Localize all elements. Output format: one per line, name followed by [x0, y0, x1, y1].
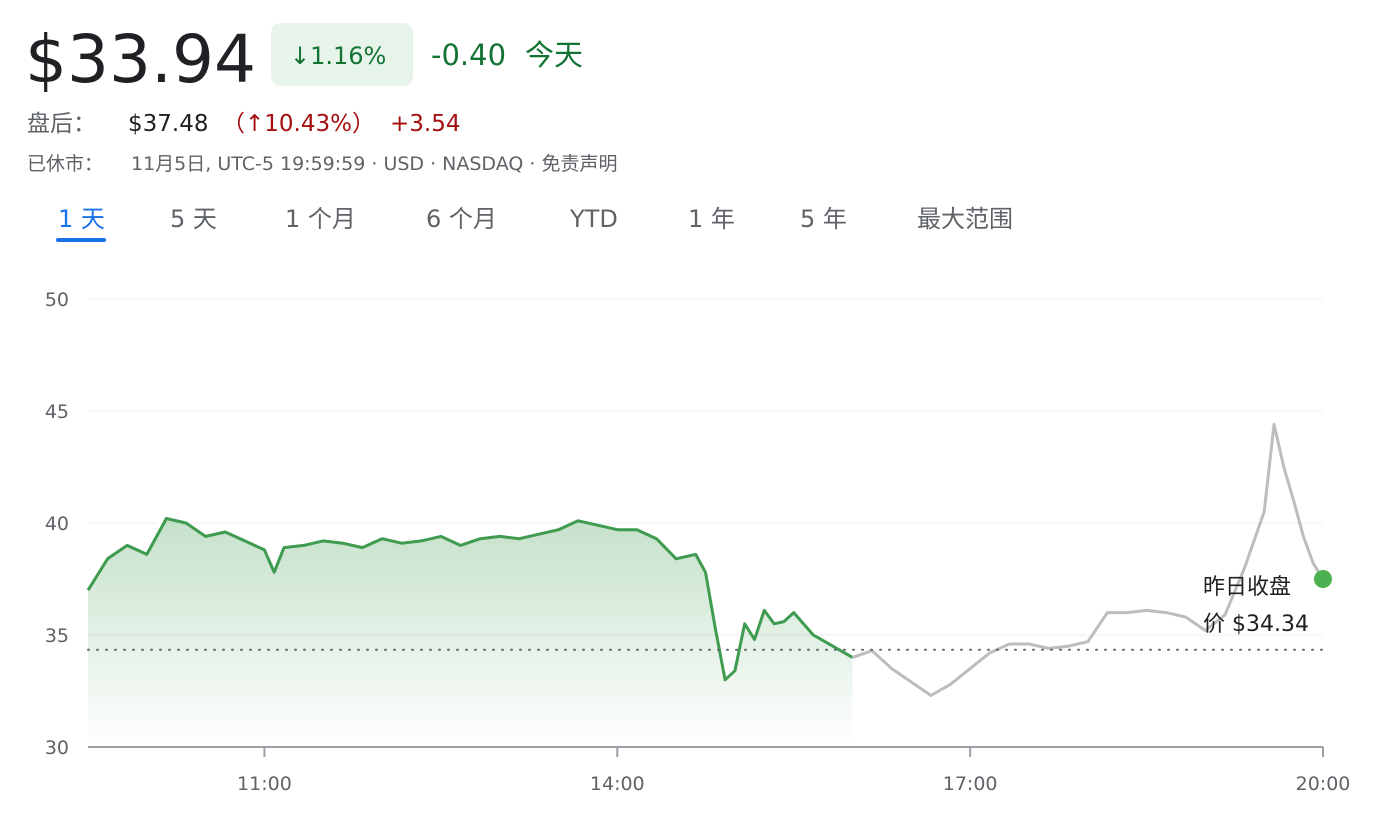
after-hours-price: $37.48 — [128, 111, 208, 137]
x-tick-label: 17:00 — [943, 773, 998, 795]
y-tick-label: 45 — [45, 401, 69, 423]
range-tab[interactable]: 1 个月 — [285, 205, 356, 233]
status-details: 11月5日, UTC-5 19:59:59 · USD · NASDAQ · 免… — [131, 153, 617, 175]
after-hours-change: +3.54 — [390, 111, 460, 137]
after-hours-label: 盘后： — [27, 111, 96, 137]
range-tab[interactable]: 1 年 — [688, 205, 735, 233]
status-label: 已休市： — [27, 153, 103, 175]
after-hours-percent: （↑10.43%） — [222, 111, 375, 137]
active-tab-underline — [56, 238, 106, 242]
change-pill — [271, 23, 413, 86]
range-tab[interactable]: YTD — [569, 205, 618, 233]
change: -0.40 — [431, 38, 506, 72]
y-tick-label: 50 — [45, 289, 69, 311]
period: 今天 — [525, 38, 583, 72]
change-percent: ↓1.16% — [290, 42, 386, 70]
price-line — [852, 422, 1325, 697]
y-tick-label: 35 — [45, 625, 69, 647]
range-tab[interactable]: 6 个月 — [426, 205, 497, 233]
current-price-dot — [1314, 570, 1332, 588]
range-tab[interactable]: 1 天 — [58, 205, 105, 233]
y-tick-label: 40 — [45, 513, 69, 535]
previous-close-label: 价 $34.34 — [1203, 612, 1309, 637]
price-line — [86, 517, 854, 682]
previous-close-label: 昨日收盘 — [1203, 575, 1291, 600]
area-fill — [88, 518, 853, 747]
range-tab[interactable]: 5 天 — [170, 205, 217, 233]
tabs: 1 天 5 天 1 个月 6 个月 YTD 1 年 5 年 最大范围 — [56, 205, 1013, 242]
x-tick-label: 20:00 — [1296, 773, 1351, 795]
x-tick-label: 14:00 — [590, 773, 645, 795]
range-tab[interactable]: 最大范围 — [917, 205, 1013, 233]
price: $33.94 — [25, 21, 256, 98]
range-tab[interactable]: 5 年 — [800, 205, 847, 233]
y-tick-label: 30 — [45, 737, 69, 759]
x-tick-label: 11:00 — [237, 773, 292, 795]
